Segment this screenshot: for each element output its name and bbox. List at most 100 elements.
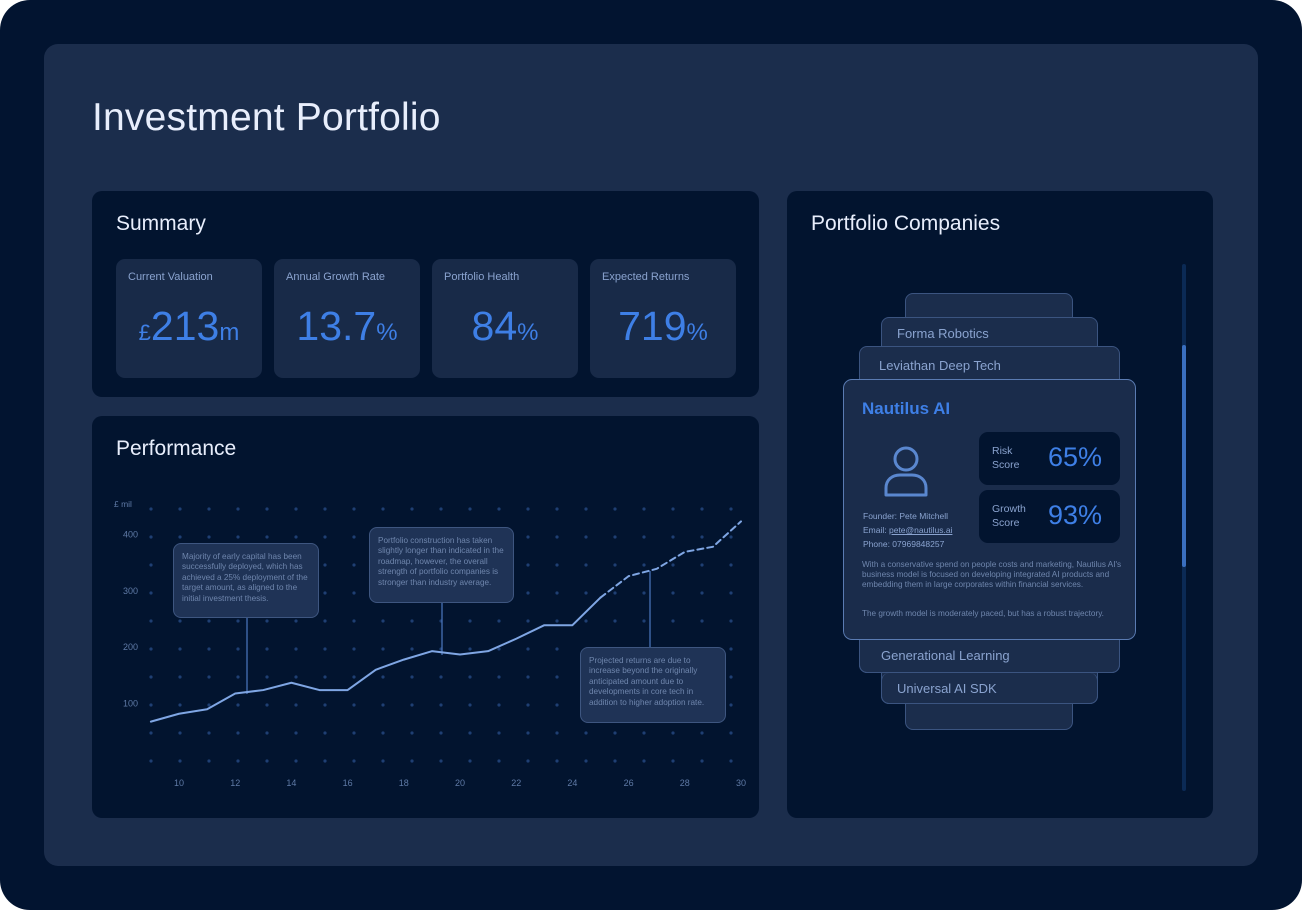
grid-dot [468,507,472,511]
grid-dot [555,591,559,595]
company-card-universal-ai-sdk[interactable]: Universal AI SDK [881,673,1098,704]
company-name: Nautilus AI [862,399,951,418]
x-tick-label: 24 [567,778,577,788]
grid-dot [236,507,240,511]
grid-dot [410,619,414,623]
grid-dot [323,507,327,511]
x-tick-label: 10 [174,778,184,788]
grid-dot [613,563,617,567]
chart-annotation-early-capital: Majority of early capital has been succe… [173,543,319,618]
grid-dot [323,703,327,707]
grid-dot [294,619,298,623]
grid-dot [352,703,356,707]
grid-dot [381,619,385,623]
company-name: Universal AI SDK [897,681,997,696]
grid-dot [352,507,356,511]
grid-dot [613,591,617,595]
grid-dot [149,675,153,679]
grid-dot [294,759,298,763]
grid-dot [149,563,153,567]
grid-dot [323,731,327,735]
grid-dot [526,535,530,539]
grid-dot [555,731,559,735]
chart-annotation-portfolio-construction: Portfolio construction has taken slightl… [369,527,514,603]
metric-label: Portfolio Health [444,271,520,283]
grid-dot [584,535,588,539]
grid-dot [584,507,588,511]
metric-label: Expected Returns [602,271,690,283]
grid-dot [149,535,153,539]
grid-dot [729,619,733,623]
grid-dot [671,563,675,567]
grid-dot [178,703,182,707]
metric-expected-returns: Expected Returns 719% [590,259,736,378]
grid-dot [323,535,327,539]
grid-dot [207,647,211,651]
grid-dot [236,535,240,539]
grid-dot [439,759,443,763]
grid-dot [381,703,385,707]
metric-value: 719% [618,303,708,349]
grid-dot [149,647,153,651]
grid-dot [468,731,472,735]
performance-title: Performance [116,437,237,460]
summary-title: Summary [116,212,206,235]
grid-dot [410,703,414,707]
grid-dot [149,759,153,763]
grid-dot [352,759,356,763]
grid-dot [265,647,269,651]
grid-dot [526,507,530,511]
grid-dot [555,647,559,651]
risk-score-label: Risk Score [992,445,1020,471]
grid-dot [671,619,675,623]
founder-email-link[interactable]: pete@nautilus.ai [888,525,953,535]
companies-scrollbar-thumb[interactable] [1182,345,1186,567]
grid-dot [149,731,153,735]
grid-dot [671,731,675,735]
grid-dot [555,507,559,511]
grid-dot [468,647,472,651]
summary-card: Summary Current Valuation £213m Annual G… [92,191,759,397]
company-name: Generational Learning [881,648,1010,663]
grid-dot [236,703,240,707]
grid-dot [352,731,356,735]
grid-dot [526,563,530,567]
grid-dot [149,703,153,707]
grid-dot [381,647,385,651]
grid-dot [729,703,733,707]
grid-dot [236,647,240,651]
metric-current-valuation: Current Valuation £213m [116,259,262,378]
x-tick-label: 28 [680,778,690,788]
grid-dot [613,731,617,735]
grid-dot [265,703,269,707]
grid-dot [207,703,211,707]
y-axis-label: £ mil [114,499,132,509]
grid-dot [526,703,530,707]
grid-dot [526,619,530,623]
x-tick-label: 30 [736,778,746,788]
grid-dot [555,759,559,763]
grid-dot [497,647,501,651]
grid-dot [352,535,356,539]
metric-label: Annual Growth Rate [286,271,386,283]
x-tick-label: 16 [343,778,353,788]
company-card-generational-learning[interactable]: Generational Learning [859,631,1120,673]
grid-dot [178,535,182,539]
grid-dot [149,619,153,623]
performance-line [149,596,602,723]
growth-score-value: 93% [1047,500,1102,530]
grid-dot [555,535,559,539]
grid-dot [207,675,211,679]
grid-dot [236,759,240,763]
projected-line [599,520,742,599]
y-tick-label: 200 [123,642,138,652]
grid-dot [178,731,182,735]
grid-dot [671,759,675,763]
metric-annual-growth-rate: Annual Growth Rate 13.7% [274,259,420,378]
metric-label: Current Valuation [128,271,213,283]
company-card-nautilus-ai[interactable]: Nautilus AI Founder: Pete Mitchell Email… [843,379,1136,640]
grid-dot [178,675,182,679]
grid-dot [729,675,733,679]
grid-dot [178,619,182,623]
y-tick-label: 300 [123,586,138,596]
